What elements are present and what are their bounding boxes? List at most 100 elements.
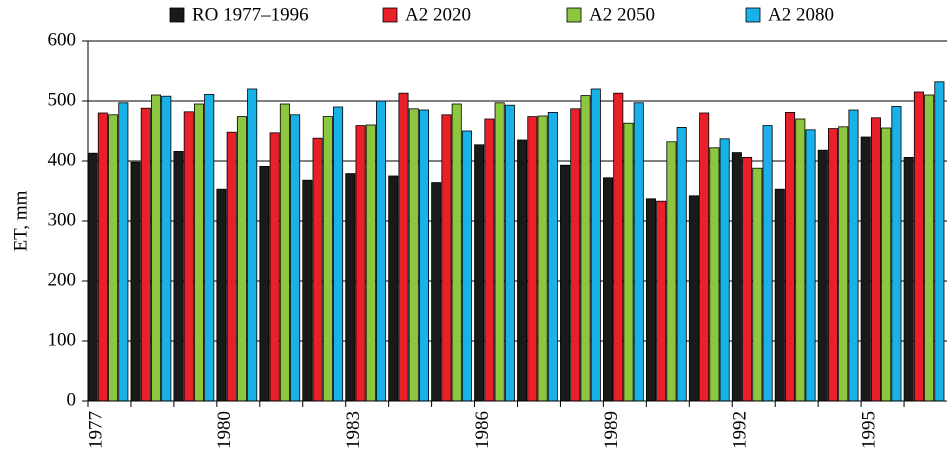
- bar: [805, 129, 816, 402]
- bar: [408, 108, 419, 402]
- bar: [699, 112, 710, 402]
- bar: [656, 200, 667, 402]
- x-tick-label: 1977: [85, 411, 106, 449]
- x-tick-label: 1986: [472, 411, 493, 449]
- bar: [355, 125, 366, 402]
- bar: [216, 188, 227, 402]
- bar: [891, 106, 902, 402]
- bar: [537, 115, 548, 402]
- y-axis-label: ET, mm: [10, 190, 31, 251]
- bar: [580, 95, 591, 402]
- bar: [742, 156, 753, 402]
- bar: [913, 91, 924, 402]
- bar: [590, 88, 601, 402]
- bar: [474, 144, 485, 402]
- bar: [603, 177, 614, 402]
- legend-label: RO 1977–1996: [192, 4, 309, 25]
- bar: [924, 94, 935, 402]
- bar: [312, 137, 323, 402]
- legend-swatch: [169, 7, 185, 23]
- bar: [838, 126, 849, 402]
- bar: [570, 108, 581, 402]
- bar: [140, 107, 151, 402]
- bar: [785, 112, 796, 402]
- bar: [333, 106, 344, 402]
- bar: [441, 114, 452, 402]
- y-tick-label: 300: [48, 209, 77, 230]
- bar: [688, 195, 699, 402]
- legend-label: A2 2050: [589, 4, 655, 25]
- legend-swatch: [382, 7, 398, 23]
- bar: [517, 139, 528, 402]
- bar: [173, 150, 184, 402]
- legend-swatch: [745, 7, 761, 23]
- bar: [645, 198, 656, 402]
- bar: [247, 88, 258, 402]
- bar: [461, 130, 472, 402]
- bar: [130, 161, 141, 402]
- bar: [719, 138, 730, 402]
- bar: [527, 116, 538, 402]
- bar: [795, 118, 806, 402]
- bar: [87, 152, 98, 402]
- bar: [484, 118, 495, 402]
- bar: [236, 116, 247, 402]
- legend-swatch: [566, 7, 582, 23]
- bar: [118, 102, 129, 402]
- bar: [860, 136, 871, 402]
- bar: [269, 132, 280, 402]
- x-tick-label: 1989: [601, 411, 622, 449]
- bar: [676, 127, 687, 402]
- bar: [193, 103, 205, 402]
- bar: [365, 124, 376, 402]
- bar: [226, 131, 237, 402]
- bar: [934, 81, 945, 402]
- bar: [322, 116, 333, 402]
- bar: [827, 128, 839, 402]
- bar: [345, 173, 356, 402]
- y-tick-label: 200: [48, 269, 77, 290]
- y-tick-label: 400: [48, 149, 77, 170]
- bar: [204, 94, 215, 402]
- bar: [259, 165, 270, 402]
- bar: [903, 156, 914, 402]
- bar: [302, 179, 313, 402]
- bar: [731, 152, 742, 402]
- x-tick-label: 1995: [858, 411, 879, 449]
- bar: [97, 112, 108, 402]
- legend-label: A2 2020: [405, 4, 471, 25]
- x-tick-label: 1992: [730, 411, 751, 449]
- bar: [494, 102, 505, 402]
- y-tick-label: 500: [48, 89, 77, 110]
- bar: [151, 94, 162, 402]
- bar: [290, 114, 301, 402]
- bar: [848, 109, 859, 402]
- bar: [161, 95, 172, 402]
- y-tick-label: 100: [48, 329, 77, 350]
- bar: [108, 114, 119, 402]
- bar: [504, 104, 515, 402]
- bar: [870, 117, 881, 402]
- bar: [817, 149, 828, 402]
- x-tick-label: 1980: [214, 411, 235, 449]
- bar: [633, 102, 644, 402]
- bar: [183, 111, 194, 402]
- x-tick-label: 1983: [343, 411, 364, 449]
- y-tick-label: 600: [48, 29, 77, 50]
- bar: [451, 103, 462, 402]
- bar: [623, 122, 634, 402]
- bar: [431, 182, 442, 402]
- bar: [547, 112, 558, 402]
- bar: [774, 188, 785, 402]
- bar: [881, 127, 892, 402]
- bar: [279, 103, 290, 402]
- bar: [418, 109, 429, 402]
- bar: [709, 147, 720, 402]
- bar: [376, 100, 387, 402]
- bar: [613, 92, 624, 402]
- y-tick-label: 0: [67, 389, 77, 410]
- legend-label: A2 2080: [768, 4, 834, 25]
- bar: [388, 175, 399, 402]
- bar: [752, 167, 763, 402]
